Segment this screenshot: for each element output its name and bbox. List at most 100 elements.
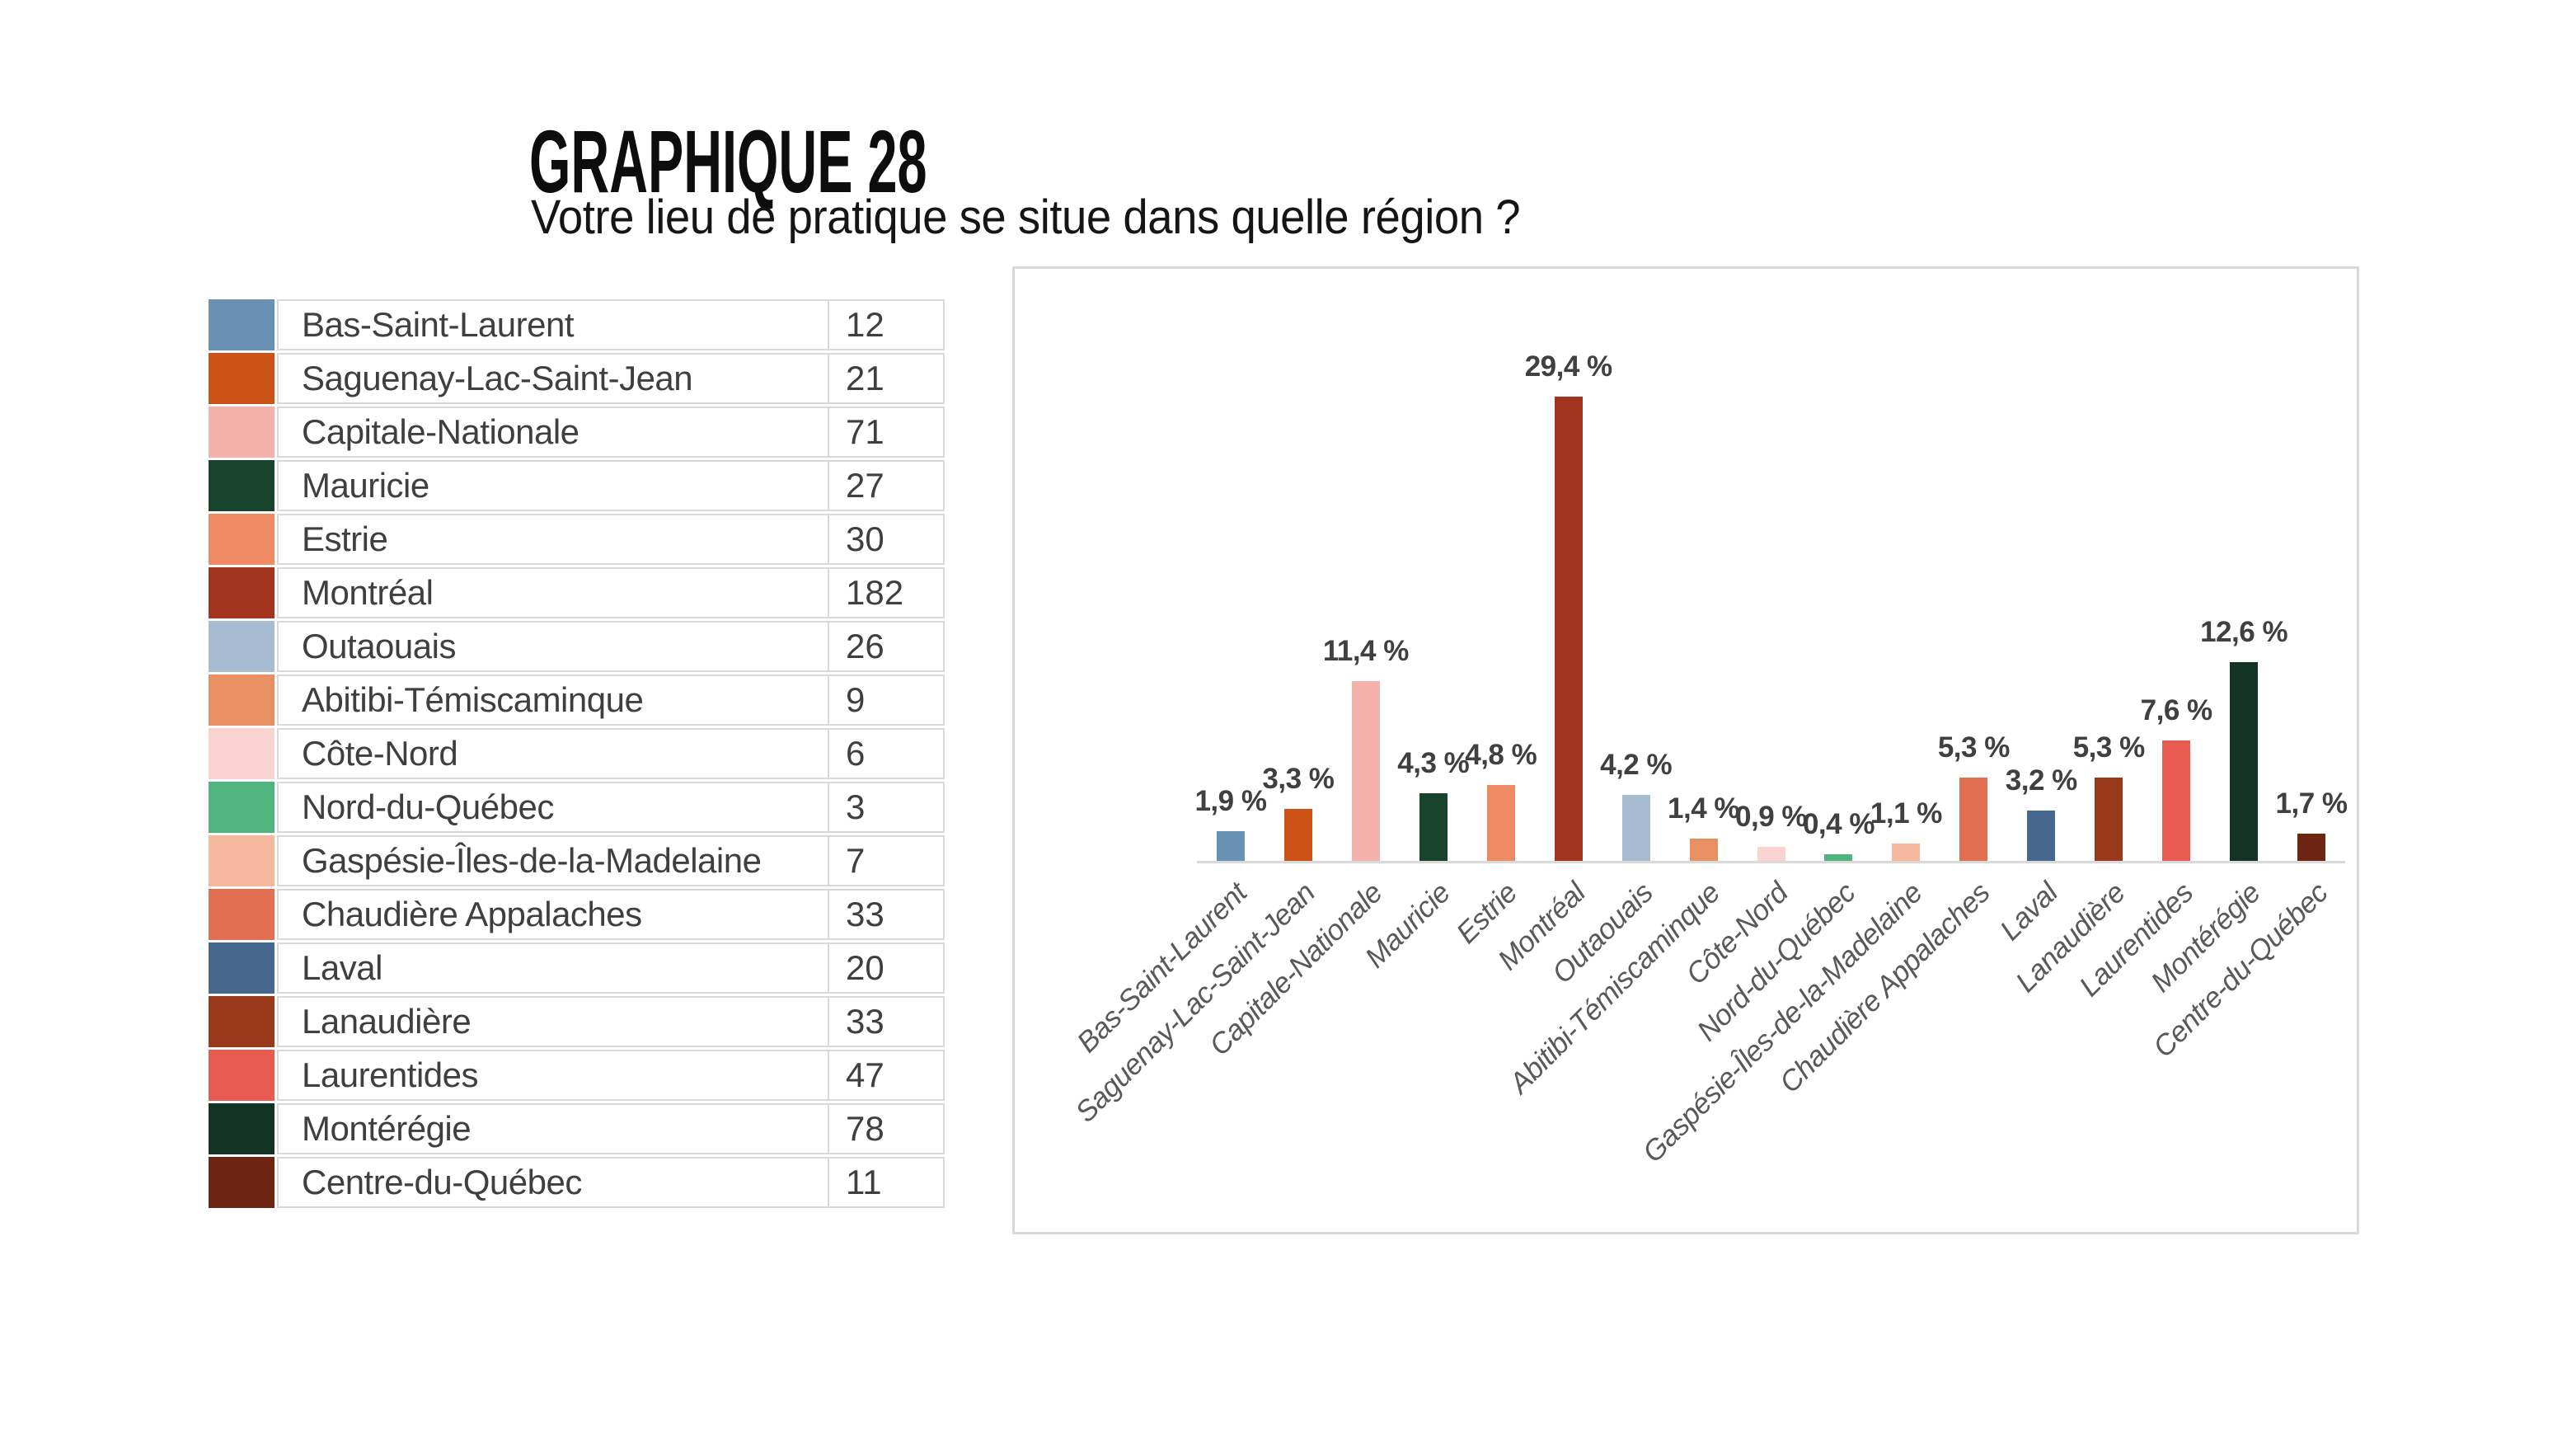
legend-color-swatch [209,514,274,565]
legend-color-swatch [209,407,274,458]
legend-region-label: Abitibi-Témiscaminque [277,674,828,726]
bar [1689,839,1718,861]
bar [2297,834,2326,861]
legend-count-value: 21 [828,353,945,404]
legend-count-value: 47 [828,1050,945,1101]
legend-row: Montérégie 78 [209,1103,945,1154]
legend-region-label: Estrie [277,514,828,565]
legend-color-swatch [209,353,274,404]
legend-color-swatch [209,299,274,350]
bar [1486,785,1515,861]
legend-color-swatch [209,996,274,1047]
legend-color-swatch [209,1103,274,1154]
legend-color-swatch [209,728,274,779]
bar [1554,397,1583,861]
legend-region-label: Chaudière Appalaches [277,889,828,940]
bar [1419,792,1448,861]
legend-count-value: 27 [828,460,945,511]
bar [1892,843,1921,861]
legend-region-label: Mauricie [277,460,828,511]
plot-area: 1,9 % 3,3 % 11,4 % 4,3 % 4,8 % 29,4 % 4,2 % 1,4… [1194,269,2348,863]
legend-count-value: 78 [828,1103,945,1154]
bar-value-label: 5,3 % [1937,731,2011,764]
legend-row: Saguenay-Lac-Saint-Jean 21 [209,353,945,404]
legend-row: Gaspésie-Îles-de-la-Madelaine 7 [209,835,945,886]
legend-color-swatch [209,889,274,940]
bar [1351,680,1380,861]
bar-value-label: 3,2 % [2005,764,2078,797]
chart-panel: 1,9 % 3,3 % 11,4 % 4,3 % 4,8 % 29,4 % 4,2 % 1,4… [1012,266,2359,1234]
legend-color-swatch [209,782,274,833]
legend-color-swatch [209,567,274,618]
legend-region-label: Montérégie [277,1103,828,1154]
legend-count-value: 33 [828,996,945,1047]
legend-row: Capitale-Nationale 71 [209,407,945,458]
legend-count-value: 182 [828,567,945,618]
bar [1824,854,1853,861]
legend-region-label: Lanaudière [277,996,828,1047]
legend-color-swatch [209,1157,274,1208]
legend-region-label: Capitale-Nationale [277,407,828,458]
chart-subtitle: Votre lieu de pratique se situe dans que… [531,190,1521,245]
bar [1757,846,1785,861]
legend-count-value: 26 [828,621,945,672]
legend-row: Côte-Nord 6 [209,728,945,779]
bar [1283,808,1312,861]
x-axis-labels: Bas-Saint-Laurent Saguenay-Lac-Saint-Jean… [1069,863,2345,1226]
bar-value-label: 3,3 % [1262,762,1335,795]
bar-value-label: 4,8 % [1465,739,1537,772]
legend-color-swatch [209,460,274,511]
legend-region-label: Nord-du-Québec [277,782,828,833]
legend-region-label: Côte-Nord [277,728,828,779]
legend-count-value: 6 [828,728,945,779]
legend-row: Bas-Saint-Laurent 12 [209,299,945,350]
legend-color-swatch [209,942,274,994]
legend-row: Laval 20 [209,942,945,994]
bar-value-label: 29,4 % [1524,350,1612,383]
legend-region-label: Montréal [277,567,828,618]
legend-count-value: 71 [828,407,945,458]
legend-count-value: 12 [828,299,945,350]
bar-value-label: 1,9 % [1194,784,1267,817]
legend-row: Mauricie 27 [209,460,945,511]
legend-count-value: 11 [828,1157,945,1208]
bar-value-label: 1,7 % [2275,787,2348,820]
bar [2095,777,2123,861]
legend-count-value: 30 [828,514,945,565]
legend-color-swatch [209,621,274,672]
legend-row: Outaouais 26 [209,621,945,672]
legend-row: Centre-du-Québec 11 [209,1157,945,1208]
legend-row: Estrie 30 [209,514,945,565]
legend-row: Abitibi-Témiscaminque 9 [209,674,945,726]
legend-region-label: Bas-Saint-Laurent [277,299,828,350]
legend-region-label: Saguenay-Lac-Saint-Jean [277,353,828,404]
bar-value-label: 1,1 % [1870,797,1943,830]
legend-region-label: Laurentides [277,1050,828,1101]
chart-title: GRAPHIQUE 28 [529,111,927,212]
legend-region-label: Outaouais [277,621,828,672]
legend-row: Chaudière Appalaches 33 [209,889,945,940]
bar-value-label: 12,6 % [2200,615,2288,648]
bar [2230,661,2259,861]
bar-value-label: 11,4 % [1322,634,1410,667]
bar-value-label: 1,4 % [1668,792,1740,825]
legend-count-value: 9 [828,674,945,726]
legend-row: Nord-du-Québec 3 [209,782,945,833]
legend-region-label: Centre-du-Québec [277,1157,828,1208]
legend-color-swatch [209,835,274,886]
legend-count-value: 20 [828,942,945,994]
bar [1621,794,1650,861]
legend-region-label: Laval [277,942,828,994]
bar-value-label: 7,6 % [2140,694,2213,727]
legend-color-swatch [209,674,274,726]
legend-count-value: 7 [828,835,945,886]
bar-value-label: 5,3 % [2072,731,2146,764]
legend-table: Bas-Saint-Laurent 12 Saguenay-Lac-Saint-Je… [209,299,945,1210]
legend-row: Laurentides 47 [209,1050,945,1101]
bar-value-label: 4,3 % [1397,746,1470,779]
bar [1959,777,1988,861]
bar [2027,810,2056,861]
legend-count-value: 3 [828,782,945,833]
legend-row: Lanaudière 33 [209,996,945,1047]
